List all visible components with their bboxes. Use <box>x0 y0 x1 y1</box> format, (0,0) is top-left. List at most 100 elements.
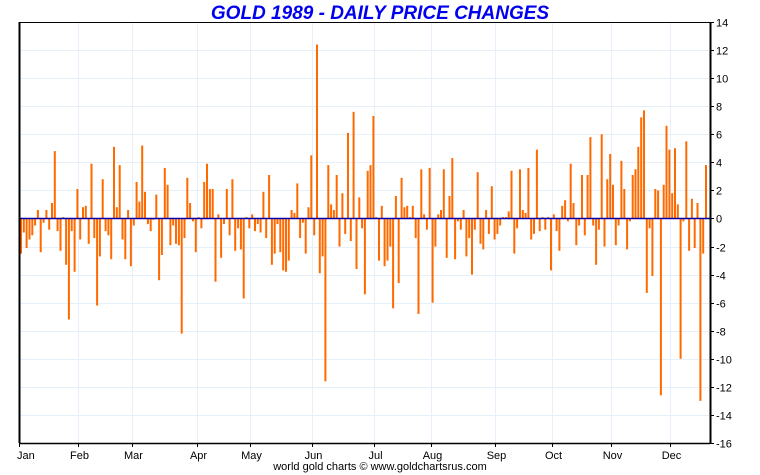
bar <box>493 218 496 240</box>
bar <box>285 218 287 272</box>
bar <box>690 198 693 219</box>
bar <box>507 211 510 219</box>
bar <box>231 179 234 219</box>
bar <box>327 165 330 219</box>
bar <box>688 218 691 251</box>
bar <box>369 165 372 219</box>
bar <box>183 218 186 239</box>
bar <box>648 218 651 229</box>
bar <box>555 218 558 232</box>
y-tick-label: -10 <box>716 355 732 367</box>
bar <box>20 218 22 254</box>
x-tick-label: Jul <box>368 450 382 462</box>
bar <box>28 218 31 240</box>
bar <box>169 218 172 246</box>
bar <box>144 191 146 219</box>
bar <box>53 151 56 219</box>
bar <box>158 218 161 281</box>
bar <box>237 218 240 229</box>
x-tick-label: Dec <box>662 450 682 462</box>
bar <box>344 218 347 234</box>
bar <box>572 203 575 219</box>
bar <box>223 218 225 225</box>
x-tick-label: Jan <box>17 450 35 462</box>
bar <box>378 218 380 261</box>
bar <box>479 218 482 244</box>
axes: 14 12 10 8 6 4 2 0 -2 -4 -6 -8 -10 -12 -14 -16 Jan Feb Mar… <box>17 18 732 463</box>
bar <box>76 189 79 219</box>
bar <box>172 218 175 226</box>
bar <box>321 218 324 257</box>
bar <box>361 218 364 229</box>
bar <box>113 146 115 219</box>
bar <box>442 169 445 219</box>
bar <box>31 218 34 236</box>
bar <box>671 193 674 219</box>
bar <box>251 214 254 219</box>
y-tick-label: 14 <box>716 18 728 30</box>
bar <box>423 214 426 219</box>
bar <box>287 218 290 261</box>
bar <box>279 218 282 253</box>
bar <box>578 218 581 226</box>
y-tick-label: 10 <box>716 74 728 86</box>
bar <box>194 218 197 253</box>
bar <box>471 218 473 275</box>
bar <box>129 218 132 267</box>
bar <box>124 218 127 260</box>
bar <box>538 218 541 232</box>
bar <box>104 218 107 232</box>
bar <box>203 182 206 219</box>
y-tick-label: 4 <box>716 158 722 170</box>
bar <box>394 196 397 219</box>
bar <box>121 218 124 240</box>
bar <box>324 218 327 382</box>
bar <box>254 218 256 232</box>
bar <box>552 214 555 219</box>
bars <box>20 44 707 401</box>
bar <box>268 175 271 219</box>
bar <box>70 218 73 232</box>
bar <box>316 44 318 219</box>
bar <box>73 218 76 272</box>
bar <box>496 218 499 234</box>
bar <box>42 218 45 223</box>
bar <box>462 210 465 219</box>
bar <box>349 218 352 241</box>
y-tick-label: 8 <box>716 102 722 114</box>
x-tick-label: Nov <box>603 450 623 462</box>
bar <box>208 189 211 219</box>
bar <box>414 218 417 239</box>
bar <box>564 200 567 219</box>
bar <box>428 167 431 219</box>
bar <box>400 177 403 219</box>
bar <box>434 218 437 247</box>
bar <box>82 207 84 219</box>
bar <box>276 218 279 225</box>
bar <box>420 169 423 219</box>
bar <box>166 184 169 219</box>
bar <box>175 218 177 244</box>
x-tick-label: Feb <box>70 450 89 462</box>
bar <box>239 218 242 250</box>
x-tick-label: Mar <box>124 450 143 462</box>
bar <box>48 218 51 230</box>
bar <box>84 205 87 219</box>
bar <box>682 218 685 222</box>
bar <box>397 218 400 284</box>
bar <box>248 218 251 229</box>
bar <box>468 218 471 239</box>
bar <box>110 218 113 260</box>
bar <box>575 218 578 246</box>
bar <box>592 218 595 226</box>
bar <box>341 193 344 219</box>
bar <box>499 218 502 226</box>
y-tick-label: 6 <box>716 130 722 142</box>
y-tick-label: -6 <box>716 299 726 311</box>
bar <box>406 205 409 219</box>
bar <box>177 218 180 246</box>
bar <box>620 160 623 219</box>
bar <box>270 218 273 265</box>
bar <box>445 218 448 258</box>
y-tick-label: -4 <box>716 271 726 283</box>
